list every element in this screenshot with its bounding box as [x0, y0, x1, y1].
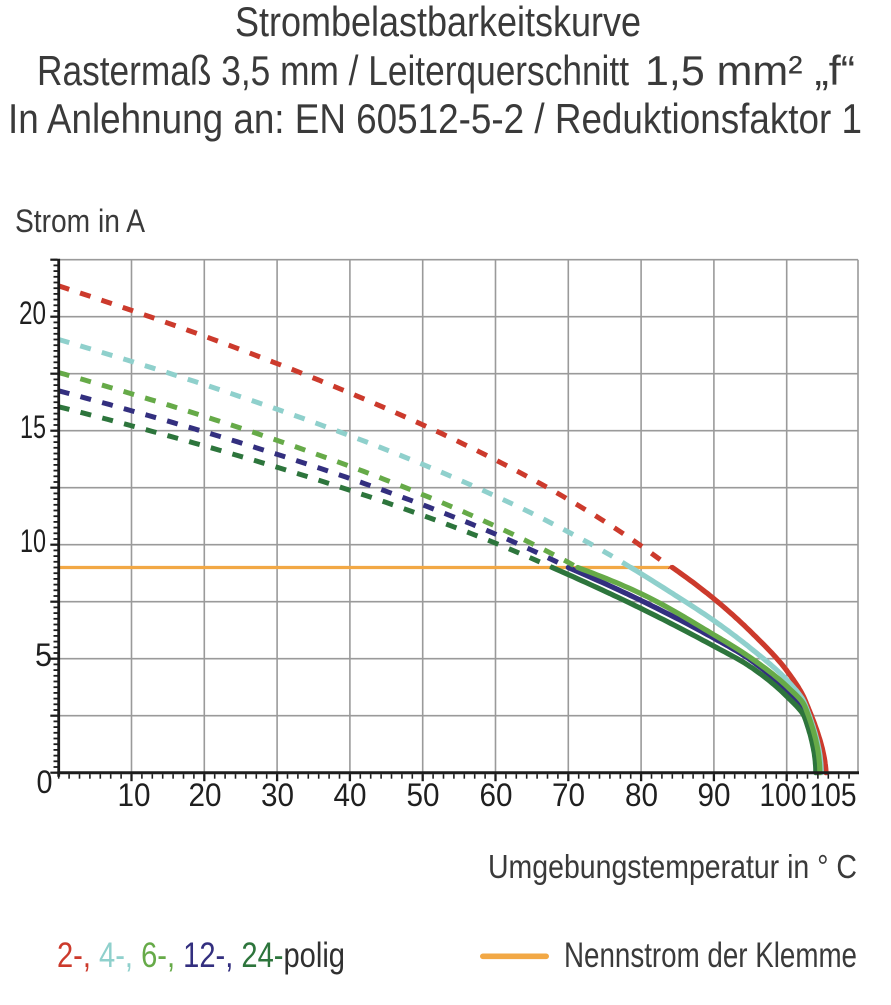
svg-text:Nennstrom der Klemme: Nennstrom der Klemme	[564, 936, 857, 975]
svg-text:20: 20	[19, 295, 46, 331]
svg-text:15: 15	[20, 409, 46, 445]
svg-text:60: 60	[480, 777, 513, 813]
svg-text:0: 0	[37, 764, 53, 800]
svg-text:50: 50	[407, 777, 440, 813]
svg-text:2-, 4-, 6-, 12-, 24-polig: 2-, 4-, 6-, 12-, 24-polig	[57, 936, 345, 975]
svg-text:10: 10	[118, 777, 151, 813]
svg-text:20: 20	[189, 777, 222, 813]
svg-text:105: 105	[810, 777, 857, 813]
svg-text:Umgebungstemperatur in ° C: Umgebungstemperatur in ° C	[488, 848, 857, 885]
svg-text:1,5 mm² „f“: 1,5 mm² „f“	[645, 47, 855, 94]
svg-text:80: 80	[625, 777, 658, 813]
svg-text:40: 40	[334, 777, 367, 813]
svg-text:5: 5	[35, 637, 52, 673]
svg-text:70: 70	[552, 777, 585, 813]
svg-text:10: 10	[20, 523, 46, 559]
svg-text:Strombelastbarkeitskurve: Strombelastbarkeitskurve	[235, 0, 641, 45]
svg-text:Strom in A: Strom in A	[15, 203, 146, 239]
svg-text:90: 90	[698, 777, 731, 813]
svg-text:30: 30	[261, 777, 294, 813]
svg-text:In Anlehnung an: EN 60512-5-2: In Anlehnung an: EN 60512-5-2 / Reduktio…	[8, 95, 862, 142]
svg-text:Rastermaß 3,5 mm / Leiterquers: Rastermaß 3,5 mm / Leiterquerschnitt	[37, 47, 629, 94]
svg-text:100: 100	[760, 777, 807, 813]
